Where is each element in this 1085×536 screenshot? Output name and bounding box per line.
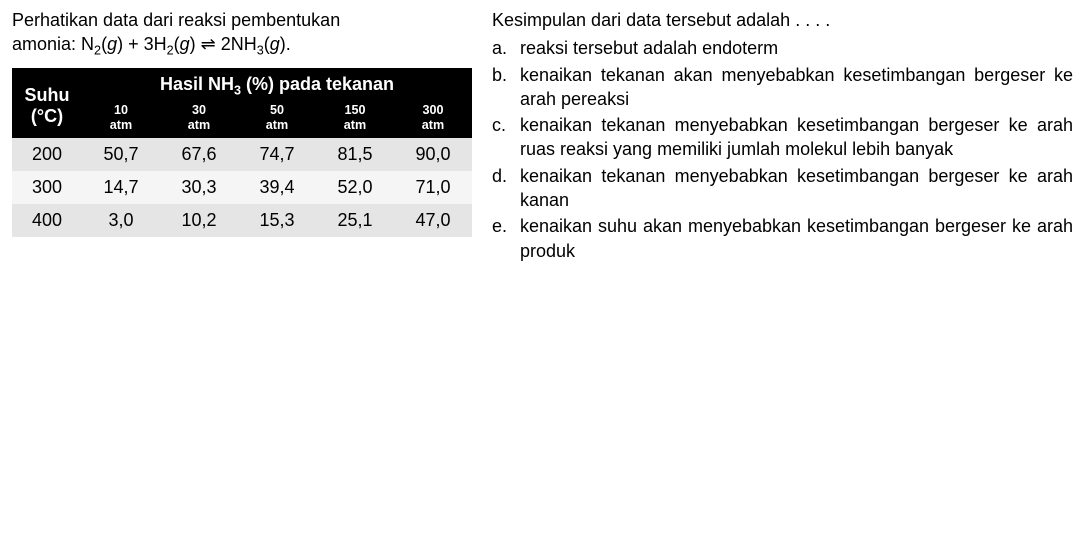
value-cell: 81,5 — [316, 138, 394, 171]
option-item: d.kenaikan tekanan menyebabkan kesetimba… — [492, 164, 1073, 213]
value-cell: 3,0 — [82, 204, 160, 237]
equation: N2(g) + 3H2(g) ⇌ 2NH3(g). — [81, 34, 291, 54]
intro-text: Perhatikan data dari reaksi pembentukan … — [12, 8, 472, 60]
table-row: 30014,730,339,452,071,0 — [12, 171, 472, 204]
conclusion-text: Kesimpulan dari data tersebut adalah . .… — [492, 8, 1073, 32]
temp-cell: 200 — [12, 138, 82, 171]
value-cell: 74,7 — [238, 138, 316, 171]
pressure-col-header: 30atm — [160, 101, 238, 138]
table-row: 20050,767,674,781,590,0 — [12, 138, 472, 171]
value-cell: 39,4 — [238, 171, 316, 204]
row-header-cell: Suhu(°C) — [12, 68, 82, 139]
option-text: kenaikan tekanan akan menyebabkan keseti… — [520, 63, 1073, 112]
option-label: a. — [492, 36, 520, 60]
options-list: a.reaksi tersebut adalah endotermb.kenai… — [492, 36, 1073, 263]
intro-line2-prefix: amonia: — [12, 34, 81, 54]
value-cell: 14,7 — [82, 171, 160, 204]
option-item: e.kenaikan suhu akan menyebabkan kesetim… — [492, 214, 1073, 263]
option-text: kenaikan tekanan menyebabkan kesetimbang… — [520, 113, 1073, 162]
option-text: kenaikan suhu akan menyebabkan kesetimba… — [520, 214, 1073, 263]
value-cell: 71,0 — [394, 171, 472, 204]
intro-line1: Perhatikan data dari reaksi pembentukan — [12, 10, 340, 30]
temp-cell: 400 — [12, 204, 82, 237]
option-item: c.kenaikan tekanan menyebabkan kesetimba… — [492, 113, 1073, 162]
option-item: a.reaksi tersebut adalah endoterm — [492, 36, 1073, 60]
table-row: 4003,010,215,325,147,0 — [12, 204, 472, 237]
value-cell: 30,3 — [160, 171, 238, 204]
value-cell: 15,3 — [238, 204, 316, 237]
option-text: reaksi tersebut adalah endoterm — [520, 36, 1073, 60]
col-header-top: Hasil NH3 (%) pada tekanan — [82, 68, 472, 102]
page-container: Perhatikan data dari reaksi pembentukan … — [12, 8, 1073, 265]
pressure-col-header: 10atm — [82, 101, 160, 138]
value-cell: 25,1 — [316, 204, 394, 237]
pressure-col-header: 150atm — [316, 101, 394, 138]
option-label: c. — [492, 113, 520, 137]
option-label: d. — [492, 164, 520, 188]
option-label: e. — [492, 214, 520, 238]
option-text: kenaikan tekanan menyebabkan kesetimbang… — [520, 164, 1073, 213]
table-body: 20050,767,674,781,590,030014,730,339,452… — [12, 138, 472, 237]
option-item: b.kenaikan tekanan akan menyebabkan kese… — [492, 63, 1073, 112]
pressure-col-header: 50atm — [238, 101, 316, 138]
option-label: b. — [492, 63, 520, 87]
value-cell: 47,0 — [394, 204, 472, 237]
temp-cell: 300 — [12, 171, 82, 204]
pressure-col-header: 300atm — [394, 101, 472, 138]
table-header: Suhu(°C) Hasil NH3 (%) pada tekanan 10at… — [12, 68, 472, 139]
value-cell: 52,0 — [316, 171, 394, 204]
value-cell: 50,7 — [82, 138, 160, 171]
right-column: Kesimpulan dari data tersebut adalah . .… — [492, 8, 1073, 265]
left-column: Perhatikan data dari reaksi pembentukan … — [12, 8, 472, 265]
value-cell: 10,2 — [160, 204, 238, 237]
data-table: Suhu(°C) Hasil NH3 (%) pada tekanan 10at… — [12, 68, 472, 238]
value-cell: 90,0 — [394, 138, 472, 171]
value-cell: 67,6 — [160, 138, 238, 171]
